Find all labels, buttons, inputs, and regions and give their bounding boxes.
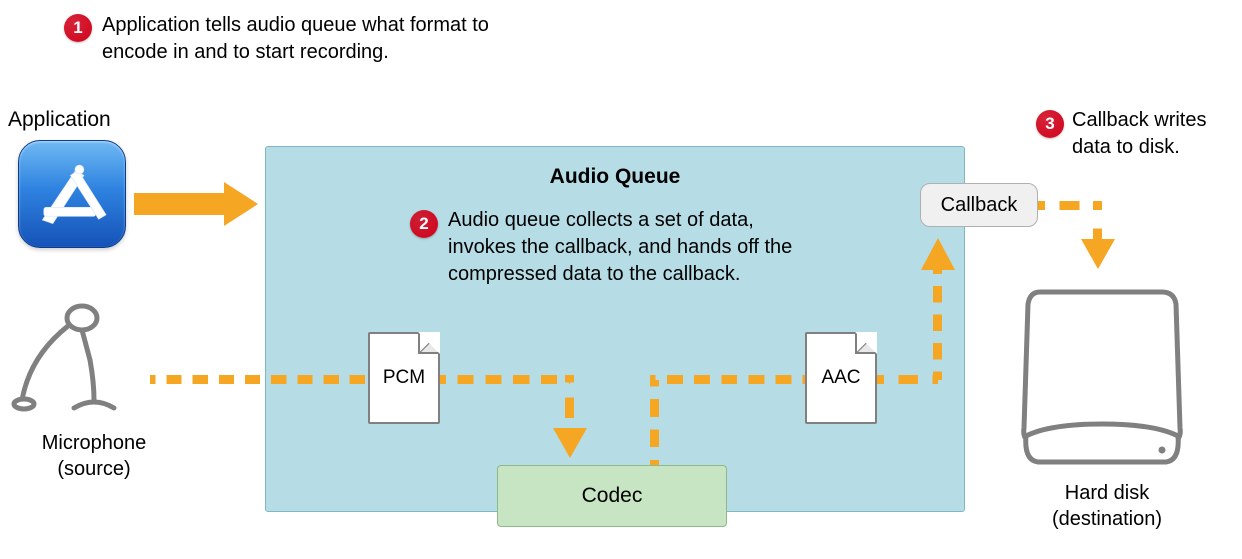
aac-file-icon: AAC <box>805 332 877 424</box>
step-1-number: 1 <box>73 18 82 38</box>
step-1-text: Application tells audio queue what forma… <box>102 12 522 66</box>
flow-codec-up <box>650 380 659 465</box>
codec-box: Codec <box>497 465 727 527</box>
hard-disk-icon <box>1016 280 1186 470</box>
disk-label-1: Hard disk <box>1065 482 1149 504</box>
step-3-text: Callback writes data to disk. <box>1072 107 1237 161</box>
step-2-badge: 2 <box>410 210 438 238</box>
hard-disk-label: Hard disk (destination) <box>1032 480 1182 532</box>
application-label: Application <box>8 108 111 132</box>
aac-file-label: AAC <box>821 367 860 389</box>
audio-queue-title: Audio Queue <box>265 165 965 189</box>
application-icon <box>18 140 126 248</box>
mic-label-2: (source) <box>57 458 130 480</box>
flow-mic-to-pcm <box>150 375 365 384</box>
arrow-into-disk <box>1077 235 1119 277</box>
step-2-text: Audio queue collects a set of data, invo… <box>448 207 818 288</box>
flow-pcm-right <box>440 375 570 384</box>
flow-callback-right <box>1038 201 1098 210</box>
callback-label: Callback <box>941 194 1018 217</box>
arrow-into-codec <box>549 424 591 466</box>
flow-aac-right <box>877 375 938 384</box>
arrow-into-callback <box>917 232 959 274</box>
disk-label-2: (destination) <box>1052 508 1162 530</box>
microphone-label: Microphone (source) <box>24 430 164 482</box>
callback-box: Callback <box>920 183 1038 227</box>
step-2-number: 2 <box>419 214 428 234</box>
flow-aac-up <box>933 268 942 380</box>
audio-queue-box <box>265 146 965 512</box>
step-3-badge: 3 <box>1036 110 1064 138</box>
pcm-file-label: PCM <box>383 367 425 389</box>
flow-pcm-down <box>565 375 574 430</box>
mic-label-1: Microphone <box>42 432 147 454</box>
app-store-glyph <box>35 157 109 231</box>
microphone-icon <box>10 296 150 416</box>
step-3-number: 3 <box>1045 114 1054 134</box>
step-1-badge: 1 <box>64 14 92 42</box>
app-to-queue-arrow <box>134 182 258 226</box>
pcm-file-icon: PCM <box>368 332 440 424</box>
flow-codec-right <box>650 375 805 384</box>
codec-label: Codec <box>582 484 643 508</box>
